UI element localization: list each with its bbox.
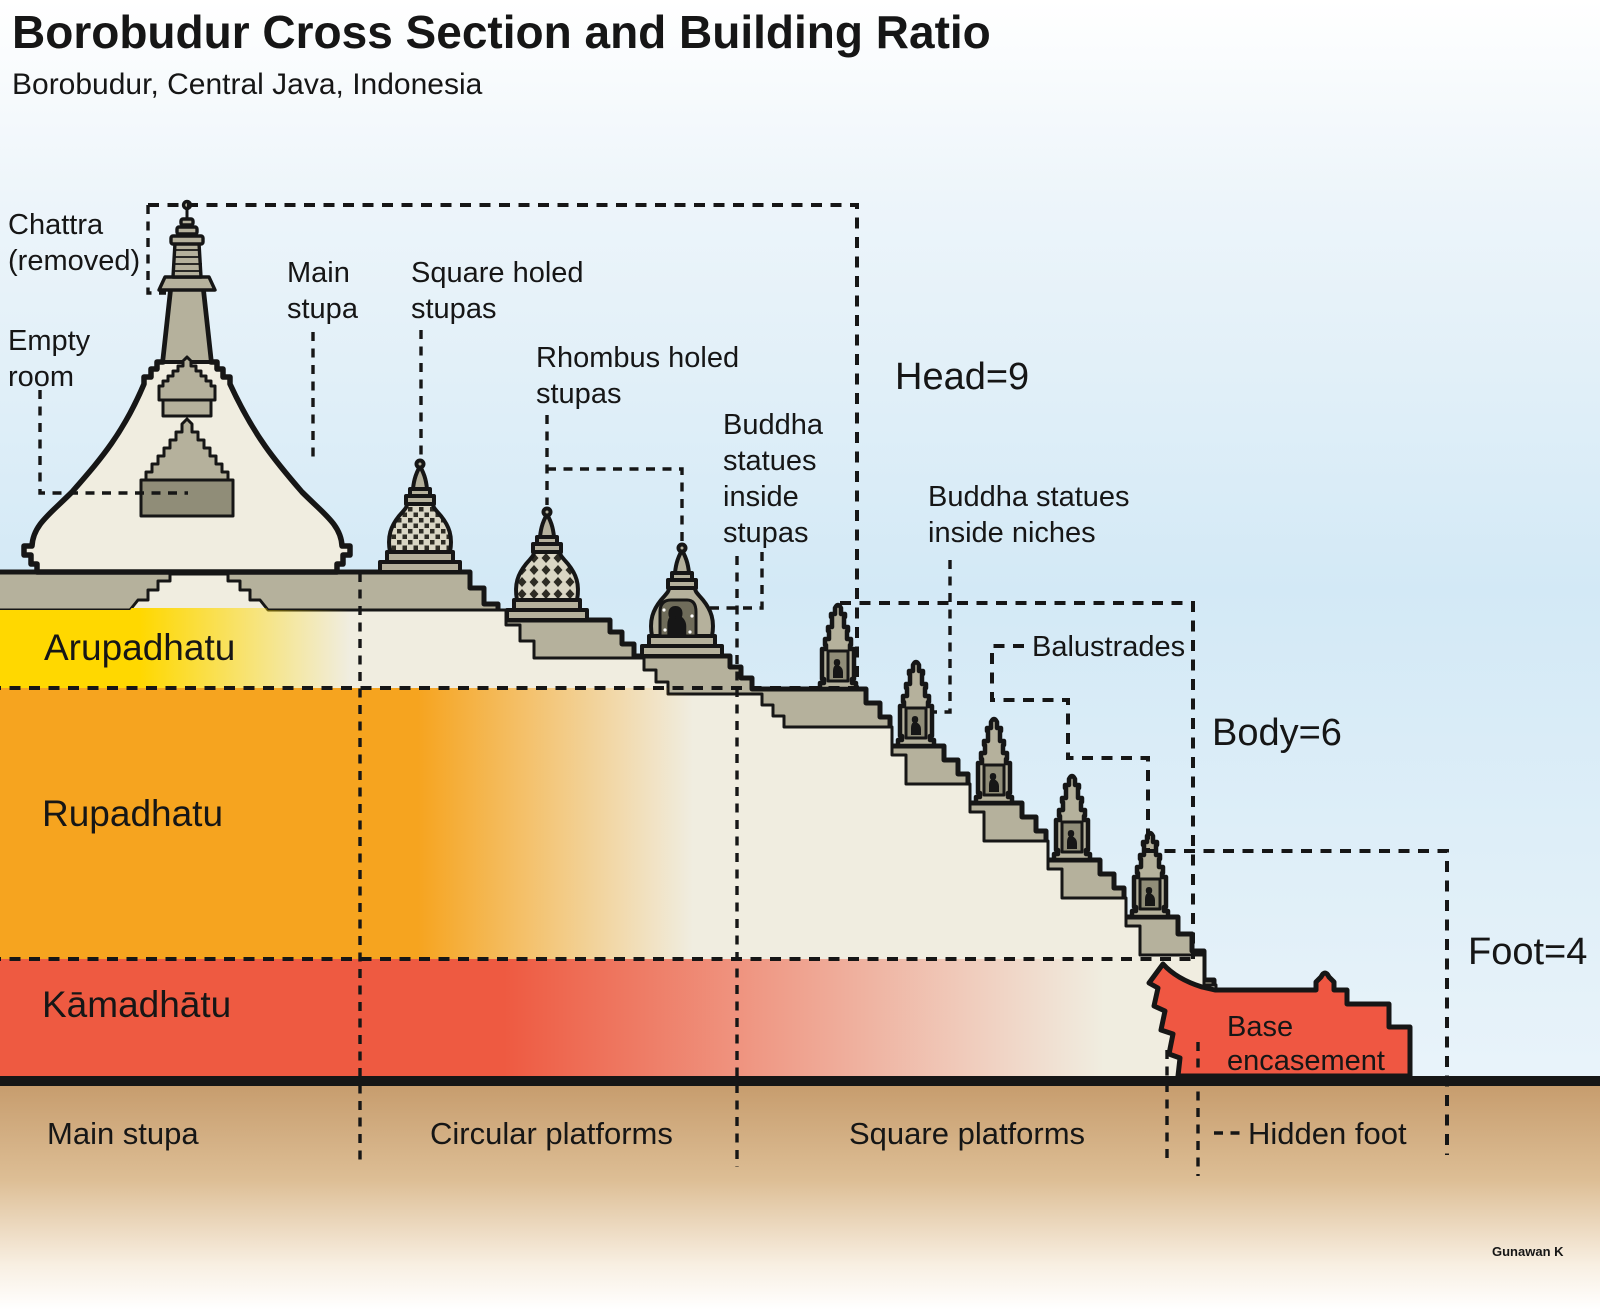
base-encasement-label: Base encasement bbox=[1227, 1011, 1385, 1077]
square-holed-label-line1: Square holed bbox=[411, 257, 584, 289]
head-ratio-label: Head=9 bbox=[895, 356, 1029, 398]
rhombus-holed-stupa bbox=[505, 506, 589, 622]
chattra-leader-line bbox=[146, 205, 166, 295]
rhombus-leader-line bbox=[545, 415, 684, 541]
hidden-foot-label: Hidden foot bbox=[1248, 1116, 1407, 1151]
ground-section-labels: Main stupa Circular platforms Square pla… bbox=[47, 1116, 1407, 1151]
kamadhatu-band bbox=[0, 959, 1200, 1078]
arupadhatu-label: Arupadhatu bbox=[44, 627, 235, 668]
base-encasement-line1: Base bbox=[1227, 1011, 1293, 1043]
annotation-labels: Chattra (removed) Empty room Main stupa … bbox=[8, 209, 1587, 973]
chattra-label-line2: (removed) bbox=[8, 245, 140, 277]
body-bracket-line bbox=[840, 601, 1195, 959]
ground-label-circular-platforms: Circular platforms bbox=[430, 1116, 673, 1151]
body-ratio-label: Body=6 bbox=[1212, 712, 1342, 754]
chattra-label-line1: Chattra bbox=[8, 209, 104, 241]
main-stupa-label-line1: Main bbox=[287, 257, 350, 289]
cut-open-stupa-with-buddha bbox=[640, 542, 724, 658]
buddha-statue-in-stupa bbox=[670, 609, 684, 635]
square-holed-stupa bbox=[378, 458, 462, 574]
buddha-niches-label-line1: Buddha statues bbox=[928, 481, 1130, 513]
kamadhatu-label: Kāmadhātu bbox=[42, 984, 231, 1025]
head-bracket-line bbox=[148, 203, 859, 689]
ground-soil bbox=[0, 1086, 1600, 1310]
empty-room-label-line2: room bbox=[8, 361, 74, 393]
balustrades-foot-chain-line bbox=[990, 644, 1449, 1155]
base-encasement-line2: encasement bbox=[1227, 1045, 1385, 1077]
rhombus-holed-label-line1: Rhombus holed bbox=[536, 342, 739, 374]
buddha-stupas-label-line4: stupas bbox=[723, 517, 808, 549]
relic-chamber-pyramids bbox=[139, 355, 235, 518]
balustrades-label: Balustrades bbox=[1032, 631, 1185, 663]
ground-label-square-platforms: Square platforms bbox=[849, 1116, 1085, 1151]
rhombus-holed-label-line2: stupas bbox=[536, 378, 621, 410]
buddha-stupas-label-line3: inside bbox=[723, 481, 799, 513]
balustrade-spires bbox=[820, 605, 1168, 917]
stupa-buddha-leader-line bbox=[706, 552, 764, 610]
empty-room-leader-line bbox=[38, 390, 188, 495]
dashed-guides bbox=[0, 203, 1449, 1176]
empty-room-label-line1: Empty bbox=[8, 325, 91, 357]
titles: Borobudur Cross Section and Building Rat… bbox=[12, 6, 991, 101]
ground-line bbox=[0, 1076, 1600, 1086]
rupadhatu-label: Rupadhatu bbox=[42, 793, 223, 834]
main-stupa-label-line2: stupa bbox=[287, 293, 359, 325]
ground-label-main-stupa: Main stupa bbox=[47, 1116, 199, 1151]
credit: Gunawan K bbox=[1492, 1244, 1564, 1259]
niche-leader-line bbox=[930, 560, 952, 714]
main-stupa-neck bbox=[161, 287, 213, 364]
upper-pyramid-base bbox=[161, 398, 213, 418]
lower-pyramid-base bbox=[139, 478, 235, 518]
buddha-stupas-label-line1: Buddha bbox=[723, 409, 824, 441]
square-holed-label-line2: stupas bbox=[411, 293, 496, 325]
foot-ratio-label: Foot=4 bbox=[1468, 931, 1587, 973]
main-stupa bbox=[21, 199, 353, 575]
page-title: Borobudur Cross Section and Building Rat… bbox=[12, 6, 991, 58]
zone-labels: Arupadhatu Rupadhatu Kāmadhātu bbox=[42, 627, 235, 1025]
page-subtitle: Borobudur, Central Java, Indonesia bbox=[12, 68, 483, 101]
buddha-stupas-label-line2: statues bbox=[723, 445, 817, 477]
base-encasement-shape bbox=[1146, 961, 1413, 1079]
buddha-niches-label-line2: inside niches bbox=[928, 517, 1096, 549]
